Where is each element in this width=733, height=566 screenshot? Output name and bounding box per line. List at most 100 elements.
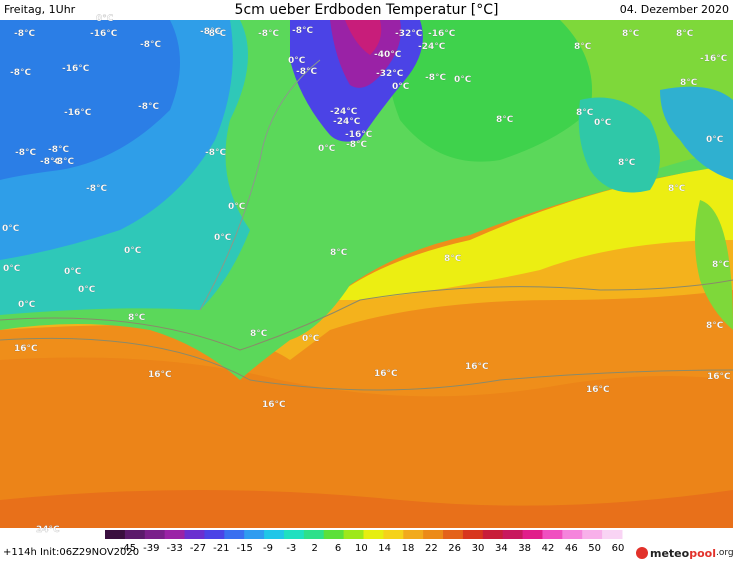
land-northeast bbox=[660, 86, 733, 180]
logo-text-1: meteo bbox=[650, 546, 690, 560]
colorbar-tick-label: 30 bbox=[472, 543, 485, 554]
isotherm-label: 8°C bbox=[574, 42, 592, 52]
isotherm-label: -16°C bbox=[345, 130, 373, 140]
colorbar-segment bbox=[303, 530, 325, 539]
isotherm-label: 16°C bbox=[465, 362, 489, 372]
colorbar-segment bbox=[244, 530, 265, 539]
colorbar-segment bbox=[462, 530, 484, 539]
colorbar-tick-label: 2 bbox=[311, 543, 317, 554]
isotherm-label: 8°C bbox=[128, 313, 146, 323]
isotherm-label: -8°C bbox=[138, 102, 159, 112]
isotherm-label: 16°C bbox=[374, 369, 398, 379]
isotherm-label: -24°C bbox=[330, 107, 358, 117]
isotherm-label: 8°C bbox=[576, 108, 594, 118]
run-info: +114h Init:06Z29NOV2020 bbox=[3, 547, 140, 558]
colorbar-segment bbox=[105, 530, 126, 539]
isotherm-label: 0°C bbox=[392, 82, 410, 92]
isotherm-label: -16°C bbox=[700, 54, 728, 64]
isotherm-label: -40°C bbox=[374, 50, 402, 60]
isotherm-label: 8°C bbox=[250, 329, 268, 339]
isotherm-label: -8°C bbox=[10, 68, 31, 78]
logo-icon bbox=[636, 547, 648, 559]
isotherm-label: -32°C bbox=[395, 29, 423, 39]
isotherm-label: -8°C bbox=[15, 148, 36, 158]
isotherm-label: -32°C bbox=[376, 69, 404, 79]
isotherm-label: -16°C bbox=[90, 29, 118, 39]
isotherm-labels: -8°C -16°C -8°C -8°C-16°C-32°C -16°C-8°C-8°C… bbox=[2, 14, 731, 535]
colorbar-segment bbox=[164, 530, 186, 539]
colorbar-tick-label: 50 bbox=[588, 543, 601, 554]
isotherm-label: 8°C bbox=[618, 158, 636, 168]
isotherm-label: 0°C bbox=[302, 334, 320, 344]
isotherm-label: -8°C bbox=[258, 29, 279, 39]
colorbar-segment bbox=[502, 530, 524, 539]
isotherm-label: -24°C bbox=[418, 42, 446, 52]
colorbar-tick-label: -39 bbox=[143, 543, 159, 554]
isotherm-label: -8°C bbox=[296, 67, 317, 77]
isotherm-label: -8°C bbox=[425, 73, 446, 83]
isotherm-label: -16°C bbox=[428, 29, 456, 39]
isotherm-label: 0°C bbox=[124, 246, 142, 256]
colorbar-segment bbox=[224, 530, 245, 539]
colorbar-segment bbox=[482, 530, 504, 539]
land-europe bbox=[695, 200, 733, 330]
colorbar-segment bbox=[542, 530, 563, 539]
logo-text-2: pool bbox=[689, 546, 716, 560]
isotherm-label: 0°C bbox=[594, 118, 612, 128]
isotherm-label: 0°C bbox=[288, 56, 306, 66]
colorbar-tick-label: -15 bbox=[236, 543, 252, 554]
isotherm-label: 8°C bbox=[330, 248, 348, 258]
colorbar-tick-label: 6 bbox=[335, 543, 341, 554]
colorbar-tick-label: -21 bbox=[213, 543, 229, 554]
colorbar-segment bbox=[562, 530, 583, 539]
colorbar-segment bbox=[522, 530, 543, 539]
isotherm-label: -8°C bbox=[140, 40, 161, 50]
contour-0c bbox=[199, 59, 321, 311]
colorbar-segment bbox=[283, 530, 305, 539]
contour-8c bbox=[0, 279, 733, 351]
isotherm-label: 0°C bbox=[214, 233, 232, 243]
colorbar-tick-label: -27 bbox=[190, 543, 206, 554]
colorbar-segment bbox=[323, 530, 345, 539]
isotherm-label: 8°C bbox=[444, 254, 462, 264]
isotherm-label: -8°C bbox=[40, 157, 61, 167]
colorbar-tick-label: 26 bbox=[448, 543, 461, 554]
isotherm-label: 0°C bbox=[706, 135, 724, 145]
colorbar-segment bbox=[144, 530, 166, 539]
colorbar-segment bbox=[124, 530, 146, 539]
colorbar-segment bbox=[184, 530, 205, 539]
colorbar-segment bbox=[423, 530, 444, 539]
colorbar-segment bbox=[383, 530, 404, 539]
colorbar-tick-label: 42 bbox=[542, 543, 555, 554]
isotherm-label: -8°C bbox=[346, 140, 367, 150]
colorbar-segment bbox=[602, 530, 623, 539]
colorbar-segment bbox=[363, 530, 384, 539]
region-10c bbox=[330, 160, 733, 300]
colorbar-tick-label: 14 bbox=[378, 543, 391, 554]
colorbar-tick-label: -9 bbox=[263, 543, 273, 554]
colorbar-ticks: -45 -39 -33 -27 -21 -15 -9 -3 2 6 10 14 18 22 26 30 34 38… bbox=[120, 543, 625, 554]
colorbar-tick-label: -33 bbox=[166, 543, 182, 554]
isotherm-label: 8°C bbox=[668, 184, 686, 194]
meteopool-logo[interactable]: meteo pool .org bbox=[636, 544, 733, 562]
colorbar-tick-label: 34 bbox=[495, 543, 508, 554]
isotherm-label: -8°C bbox=[14, 29, 35, 39]
greenland-very-cold bbox=[330, 20, 401, 88]
greenland-core bbox=[345, 20, 382, 55]
isotherm-label: 0°C bbox=[454, 75, 472, 85]
colorbar-segment bbox=[582, 530, 603, 539]
region-8c-north bbox=[386, 20, 592, 162]
colorbar-segment bbox=[443, 530, 464, 539]
colorbar-tick-label: -45 bbox=[120, 543, 136, 554]
warm-region-16c bbox=[0, 357, 733, 528]
forecast-day-time: Freitag, 1Uhr bbox=[4, 3, 76, 16]
isotherm-label: -8°C bbox=[292, 26, 313, 36]
isotherm-label: 0°C bbox=[96, 14, 114, 24]
colorbar-tick-label: -3 bbox=[286, 543, 296, 554]
isotherm-label: 16°C bbox=[707, 372, 731, 382]
colorbar-tick-label: 18 bbox=[402, 543, 415, 554]
isotherm-label: 8°C bbox=[680, 78, 698, 88]
land-east bbox=[578, 97, 660, 193]
isotherm-label: -8°C bbox=[205, 148, 226, 158]
